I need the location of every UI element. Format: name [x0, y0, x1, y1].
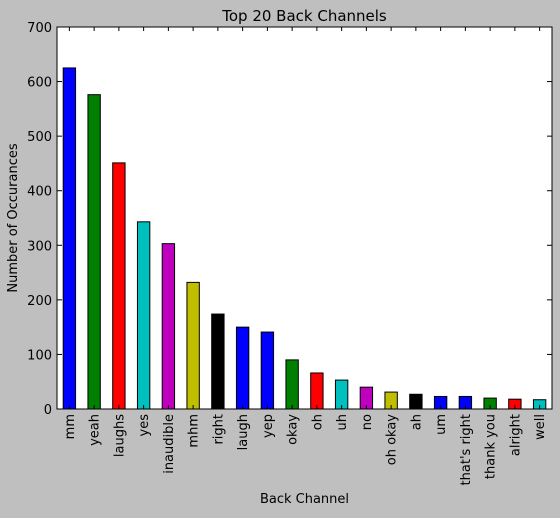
- x-tick-label: um: [434, 414, 449, 435]
- bar-yep: [260, 331, 275, 410]
- bar-okay: [285, 359, 299, 410]
- x-tick-label: right: [211, 414, 226, 445]
- x-tick-label: alright: [508, 414, 523, 456]
- x-tick-label: that's right: [459, 414, 474, 485]
- x-tick-label: yes: [137, 414, 152, 437]
- x-tick-label: okay: [286, 414, 301, 445]
- plot-area: [57, 27, 552, 409]
- y-tick-label: 700: [27, 21, 52, 36]
- bar-oh: [310, 372, 324, 410]
- x-tick-label: mhm: [187, 414, 202, 448]
- x-tick-label: oh okay: [385, 414, 400, 466]
- x-tick-label: ah: [409, 414, 424, 430]
- x-tick-label: laughs: [112, 414, 127, 457]
- x-tick-label: mm: [63, 414, 78, 439]
- y-tick-label: 400: [27, 185, 52, 200]
- x-tick-label: laugh: [236, 414, 251, 450]
- y-tick-label: 100: [27, 348, 52, 363]
- x-tick-label: yeah: [88, 414, 103, 446]
- bar-right: [211, 313, 225, 410]
- bar-laughs: [112, 162, 126, 410]
- x-tick-label: yep: [261, 414, 276, 438]
- x-tick-label: inaudible: [162, 414, 177, 474]
- bar-mhm: [186, 281, 200, 410]
- bar-mm: [62, 67, 77, 410]
- y-tick-label: 300: [27, 239, 52, 254]
- x-tick-label: well: [533, 414, 548, 440]
- x-tick-label: uh: [335, 414, 350, 430]
- x-tick-label: oh: [310, 414, 325, 430]
- chart-title: Top 20 Back Channels: [221, 7, 387, 25]
- bar-uh: [334, 379, 349, 410]
- bars-layer: [62, 67, 547, 410]
- bar-inaudible: [161, 243, 176, 410]
- bar-yes: [136, 221, 151, 410]
- y-tick-label: 0: [44, 403, 52, 418]
- x-axis-label: Back Channel: [260, 492, 349, 507]
- bar-laugh: [235, 326, 250, 410]
- x-tick-label: no: [360, 414, 375, 430]
- y-tick-label: 500: [27, 130, 52, 145]
- ticks-layer: mm yeah laughs yes inaudible mhm right laugh yep…: [27, 21, 552, 485]
- bar-yeah: [87, 94, 101, 410]
- y-axis-label: Number of Occurances: [6, 143, 21, 292]
- y-tick-label: 600: [27, 76, 52, 91]
- x-tick-label: thank you: [484, 414, 499, 479]
- plot-frame: [56, 26, 553, 410]
- y-tick-label: 200: [27, 294, 52, 309]
